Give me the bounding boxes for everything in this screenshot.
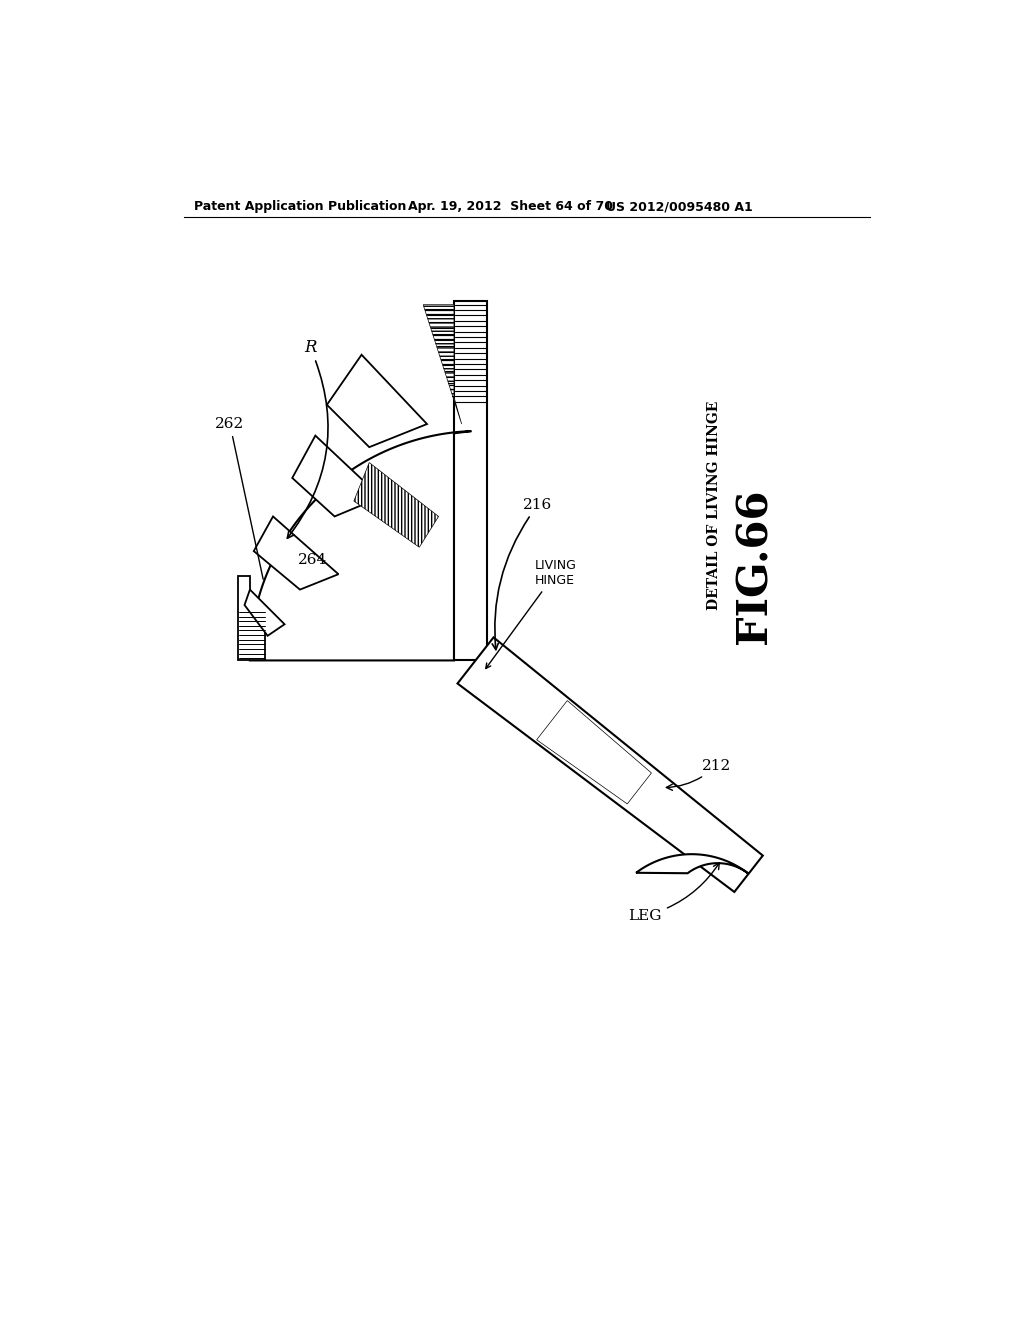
Polygon shape bbox=[636, 854, 749, 874]
Text: FIG.66: FIG.66 bbox=[733, 488, 775, 644]
Text: LIVING
HINGE: LIVING HINGE bbox=[485, 558, 577, 668]
Text: Apr. 19, 2012  Sheet 64 of 70: Apr. 19, 2012 Sheet 64 of 70 bbox=[408, 201, 612, 214]
Polygon shape bbox=[254, 516, 339, 590]
Polygon shape bbox=[423, 305, 462, 424]
Polygon shape bbox=[537, 701, 651, 804]
Polygon shape bbox=[250, 432, 471, 660]
Text: DETAIL OF LIVING HINGE: DETAIL OF LIVING HINGE bbox=[708, 400, 721, 610]
Polygon shape bbox=[454, 301, 487, 660]
Text: 216: 216 bbox=[493, 498, 553, 649]
Polygon shape bbox=[327, 355, 427, 447]
Text: 212: 212 bbox=[667, 759, 731, 791]
Text: US 2012/0095480 A1: US 2012/0095480 A1 bbox=[606, 201, 754, 214]
Polygon shape bbox=[458, 638, 763, 892]
Polygon shape bbox=[239, 576, 265, 660]
Text: 264: 264 bbox=[298, 553, 328, 566]
Polygon shape bbox=[354, 462, 438, 548]
Polygon shape bbox=[245, 590, 285, 636]
Text: Patent Application Publication: Patent Application Publication bbox=[194, 201, 407, 214]
Text: LEG: LEG bbox=[629, 863, 719, 923]
Text: R: R bbox=[288, 338, 328, 539]
Polygon shape bbox=[292, 436, 381, 516]
Text: 262: 262 bbox=[215, 417, 263, 579]
